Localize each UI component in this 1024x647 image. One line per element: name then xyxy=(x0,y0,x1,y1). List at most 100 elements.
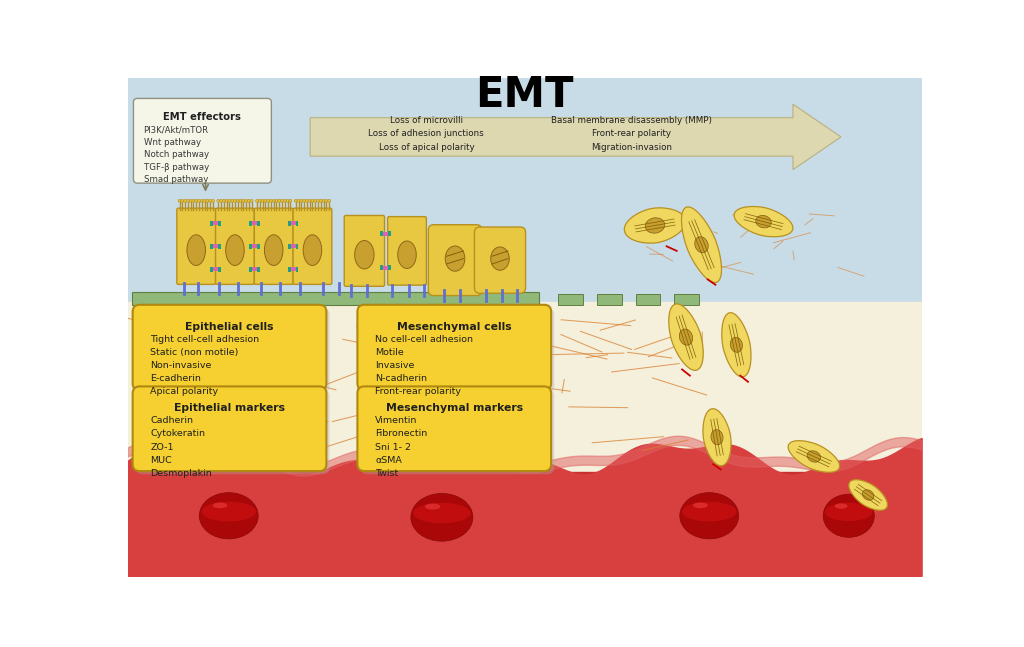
Bar xyxy=(288,244,291,248)
Circle shape xyxy=(272,199,275,203)
Ellipse shape xyxy=(823,494,874,537)
Circle shape xyxy=(217,199,220,203)
Circle shape xyxy=(278,199,281,203)
Ellipse shape xyxy=(225,235,244,265)
Circle shape xyxy=(237,199,240,203)
Ellipse shape xyxy=(807,451,820,462)
Circle shape xyxy=(183,199,186,203)
Circle shape xyxy=(297,199,300,203)
Bar xyxy=(636,294,660,305)
Ellipse shape xyxy=(693,503,708,509)
FancyBboxPatch shape xyxy=(133,98,271,183)
Text: Basal membrane: Basal membrane xyxy=(226,310,309,320)
Bar xyxy=(128,303,922,472)
Ellipse shape xyxy=(711,430,723,444)
Ellipse shape xyxy=(756,215,771,228)
FancyBboxPatch shape xyxy=(357,386,551,471)
Circle shape xyxy=(178,199,181,203)
Circle shape xyxy=(284,199,286,203)
Polygon shape xyxy=(682,207,722,283)
Circle shape xyxy=(186,199,189,203)
Circle shape xyxy=(220,199,222,203)
Circle shape xyxy=(308,199,311,203)
FancyBboxPatch shape xyxy=(216,208,254,285)
FancyBboxPatch shape xyxy=(136,389,330,474)
Ellipse shape xyxy=(825,503,872,521)
Bar xyxy=(675,294,699,305)
Bar xyxy=(210,267,213,272)
Ellipse shape xyxy=(425,503,440,510)
Ellipse shape xyxy=(679,329,692,345)
Bar xyxy=(597,294,622,305)
FancyBboxPatch shape xyxy=(428,225,481,296)
Bar xyxy=(558,294,583,305)
Text: EMT: EMT xyxy=(475,74,574,116)
Ellipse shape xyxy=(303,235,322,265)
Ellipse shape xyxy=(411,494,473,541)
FancyBboxPatch shape xyxy=(293,208,332,285)
Circle shape xyxy=(195,199,198,203)
Polygon shape xyxy=(849,479,888,510)
Polygon shape xyxy=(734,206,793,237)
Circle shape xyxy=(212,199,214,203)
Text: Basal membrane disassembly (MMP)
Front-rear polarity
Migration-invasion: Basal membrane disassembly (MMP) Front-r… xyxy=(551,116,713,151)
Circle shape xyxy=(319,199,323,203)
Text: Cadherin
Cytokeratin
ZO-1
MUC
Desmoplakin: Cadherin Cytokeratin ZO-1 MUC Desmoplaki… xyxy=(151,417,212,477)
Circle shape xyxy=(198,199,201,203)
Bar xyxy=(288,221,291,226)
Ellipse shape xyxy=(835,503,848,509)
FancyBboxPatch shape xyxy=(136,308,330,393)
Circle shape xyxy=(264,199,267,203)
Bar xyxy=(218,221,221,226)
Circle shape xyxy=(242,199,245,203)
Bar xyxy=(210,221,213,226)
FancyBboxPatch shape xyxy=(133,386,327,471)
Polygon shape xyxy=(788,441,840,472)
Ellipse shape xyxy=(680,492,738,539)
Text: PI3K/Akt/mTOR
Wnt pathway
Notch pathway
TGF-β pathway
Smad pathway: PI3K/Akt/mTOR Wnt pathway Notch pathway … xyxy=(143,126,209,184)
Polygon shape xyxy=(625,208,686,243)
Text: Mesenchymal cells: Mesenchymal cells xyxy=(397,322,512,332)
Text: Epithelial markers: Epithelial markers xyxy=(174,403,285,413)
FancyBboxPatch shape xyxy=(177,208,216,285)
Ellipse shape xyxy=(213,503,227,509)
Text: Tight cell-cell adhesion
Static (non motile)
Non-invasive
E-cadherin
Apical pola: Tight cell-cell adhesion Static (non mot… xyxy=(151,334,260,396)
Circle shape xyxy=(281,199,284,203)
Circle shape xyxy=(203,199,206,203)
Circle shape xyxy=(256,199,258,203)
Circle shape xyxy=(209,199,212,203)
Ellipse shape xyxy=(414,503,471,523)
Text: Vimentin
Fibronectin
Sni 1- 2
αSMA
Twist: Vimentin Fibronectin Sni 1- 2 αSMA Twist xyxy=(375,417,427,477)
Text: EMT effectors: EMT effectors xyxy=(164,113,242,122)
Circle shape xyxy=(286,199,289,203)
Circle shape xyxy=(323,199,325,203)
Polygon shape xyxy=(722,313,751,377)
FancyArrow shape xyxy=(310,104,841,170)
Ellipse shape xyxy=(202,502,256,521)
Text: No cell-cell adhesion
Motile
Invasive
N-cadherin
Front-rear polarity: No cell-cell adhesion Motile Invasive N-… xyxy=(375,334,473,396)
FancyBboxPatch shape xyxy=(357,305,551,390)
Circle shape xyxy=(269,199,272,203)
Circle shape xyxy=(294,199,297,203)
FancyBboxPatch shape xyxy=(360,308,554,393)
Ellipse shape xyxy=(490,247,509,270)
Circle shape xyxy=(275,199,278,203)
Circle shape xyxy=(289,199,292,203)
Bar xyxy=(249,267,252,272)
Ellipse shape xyxy=(354,241,374,269)
Bar xyxy=(210,244,213,248)
Circle shape xyxy=(250,199,253,203)
Circle shape xyxy=(311,199,313,203)
Circle shape xyxy=(328,199,331,203)
Text: Mesenchymal markers: Mesenchymal markers xyxy=(386,403,523,413)
Circle shape xyxy=(305,199,308,203)
Bar xyxy=(257,267,259,272)
Circle shape xyxy=(230,199,233,203)
Bar xyxy=(296,244,298,248)
Bar xyxy=(381,265,383,270)
Circle shape xyxy=(325,199,328,203)
Circle shape xyxy=(181,199,183,203)
Circle shape xyxy=(206,199,209,203)
Bar xyxy=(257,244,259,248)
Ellipse shape xyxy=(694,237,709,253)
